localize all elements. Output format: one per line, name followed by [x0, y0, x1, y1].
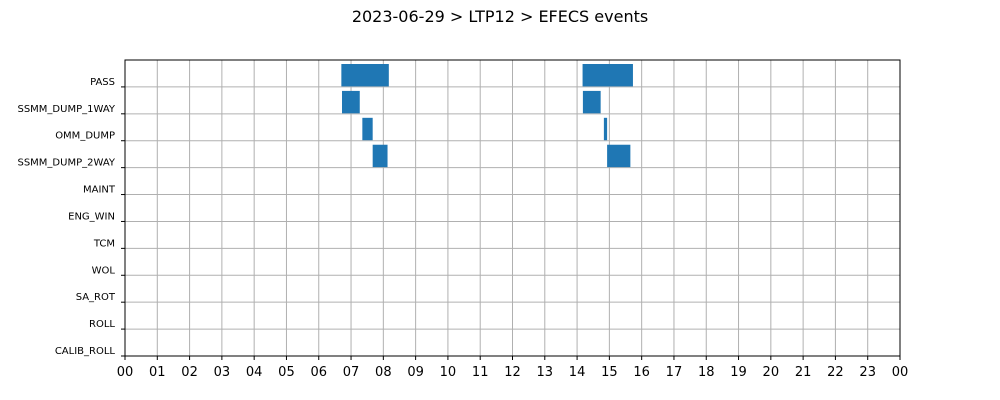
x-axis: 00 01 02 03 04 05 06 07 08 09 10 11 12 13 14 15 16 17 18 19… — [117, 356, 909, 380]
x-tick-label: 18 — [698, 365, 715, 380]
x-tick-label: 10 — [440, 365, 457, 380]
y-axis: PASS SSMM_DUMP_1WAY OMM_DUMP SSMM_DUMP_2WAY… — [17, 77, 125, 357]
event-bar — [362, 117, 373, 141]
event-bar — [342, 90, 360, 114]
x-tick-label: 13 — [537, 365, 554, 380]
x-tick-label: 12 — [504, 365, 521, 380]
x-tick-label: 19 — [730, 365, 747, 380]
x-tick-label: 16 — [633, 365, 650, 380]
x-tick-label: 04 — [246, 365, 263, 380]
y-tick-label: CALIB_ROLL — [55, 346, 116, 357]
y-tick-label: PASS — [90, 77, 115, 88]
x-tick-label: 07 — [343, 365, 360, 380]
x-tick-label: 06 — [310, 365, 327, 380]
y-tick-label: ENG_WIN — [68, 211, 115, 222]
event-bar — [582, 90, 601, 114]
x-tick-label: 22 — [827, 365, 844, 380]
x-tick-label: 21 — [795, 365, 812, 380]
y-tick-label: ROLL — [89, 319, 115, 330]
y-tick-label: SA_ROT — [76, 292, 116, 303]
y-tick-label: SSMM_DUMP_1WAY — [17, 104, 115, 115]
y-tick-label: MAINT — [83, 185, 116, 196]
y-tick-label: TCM — [93, 238, 115, 249]
event-bar — [603, 117, 608, 141]
x-tick-label: 15 — [601, 365, 618, 380]
event-bars — [341, 64, 633, 168]
y-tick-label: SSMM_DUMP_2WAY — [17, 158, 115, 169]
x-tick-label: 08 — [375, 365, 392, 380]
x-tick-label: 14 — [569, 365, 586, 380]
event-bar — [582, 64, 633, 87]
y-tick-label: WOL — [92, 265, 116, 276]
x-tick-label: 09 — [407, 365, 424, 380]
x-tick-label: 23 — [859, 365, 876, 380]
grid-lines — [124, 60, 901, 356]
event-bar — [341, 64, 389, 87]
event-bar — [607, 144, 631, 168]
x-tick-label: 17 — [666, 365, 683, 380]
x-tick-label: 05 — [278, 365, 295, 380]
x-tick-label: 02 — [181, 365, 198, 380]
x-tick-label: 11 — [472, 365, 489, 380]
y-tick-label: OMM_DUMP — [55, 131, 115, 142]
chart-title: 2023-06-29 > LTP12 > EFECS events — [352, 7, 648, 26]
x-tick-label: 01 — [149, 365, 166, 380]
x-tick-label: 20 — [763, 365, 780, 380]
x-tick-label: 03 — [214, 365, 231, 380]
event-bar — [372, 144, 388, 168]
x-tick-label: 00 — [117, 365, 134, 380]
x-tick-label: 00 — [892, 365, 909, 380]
